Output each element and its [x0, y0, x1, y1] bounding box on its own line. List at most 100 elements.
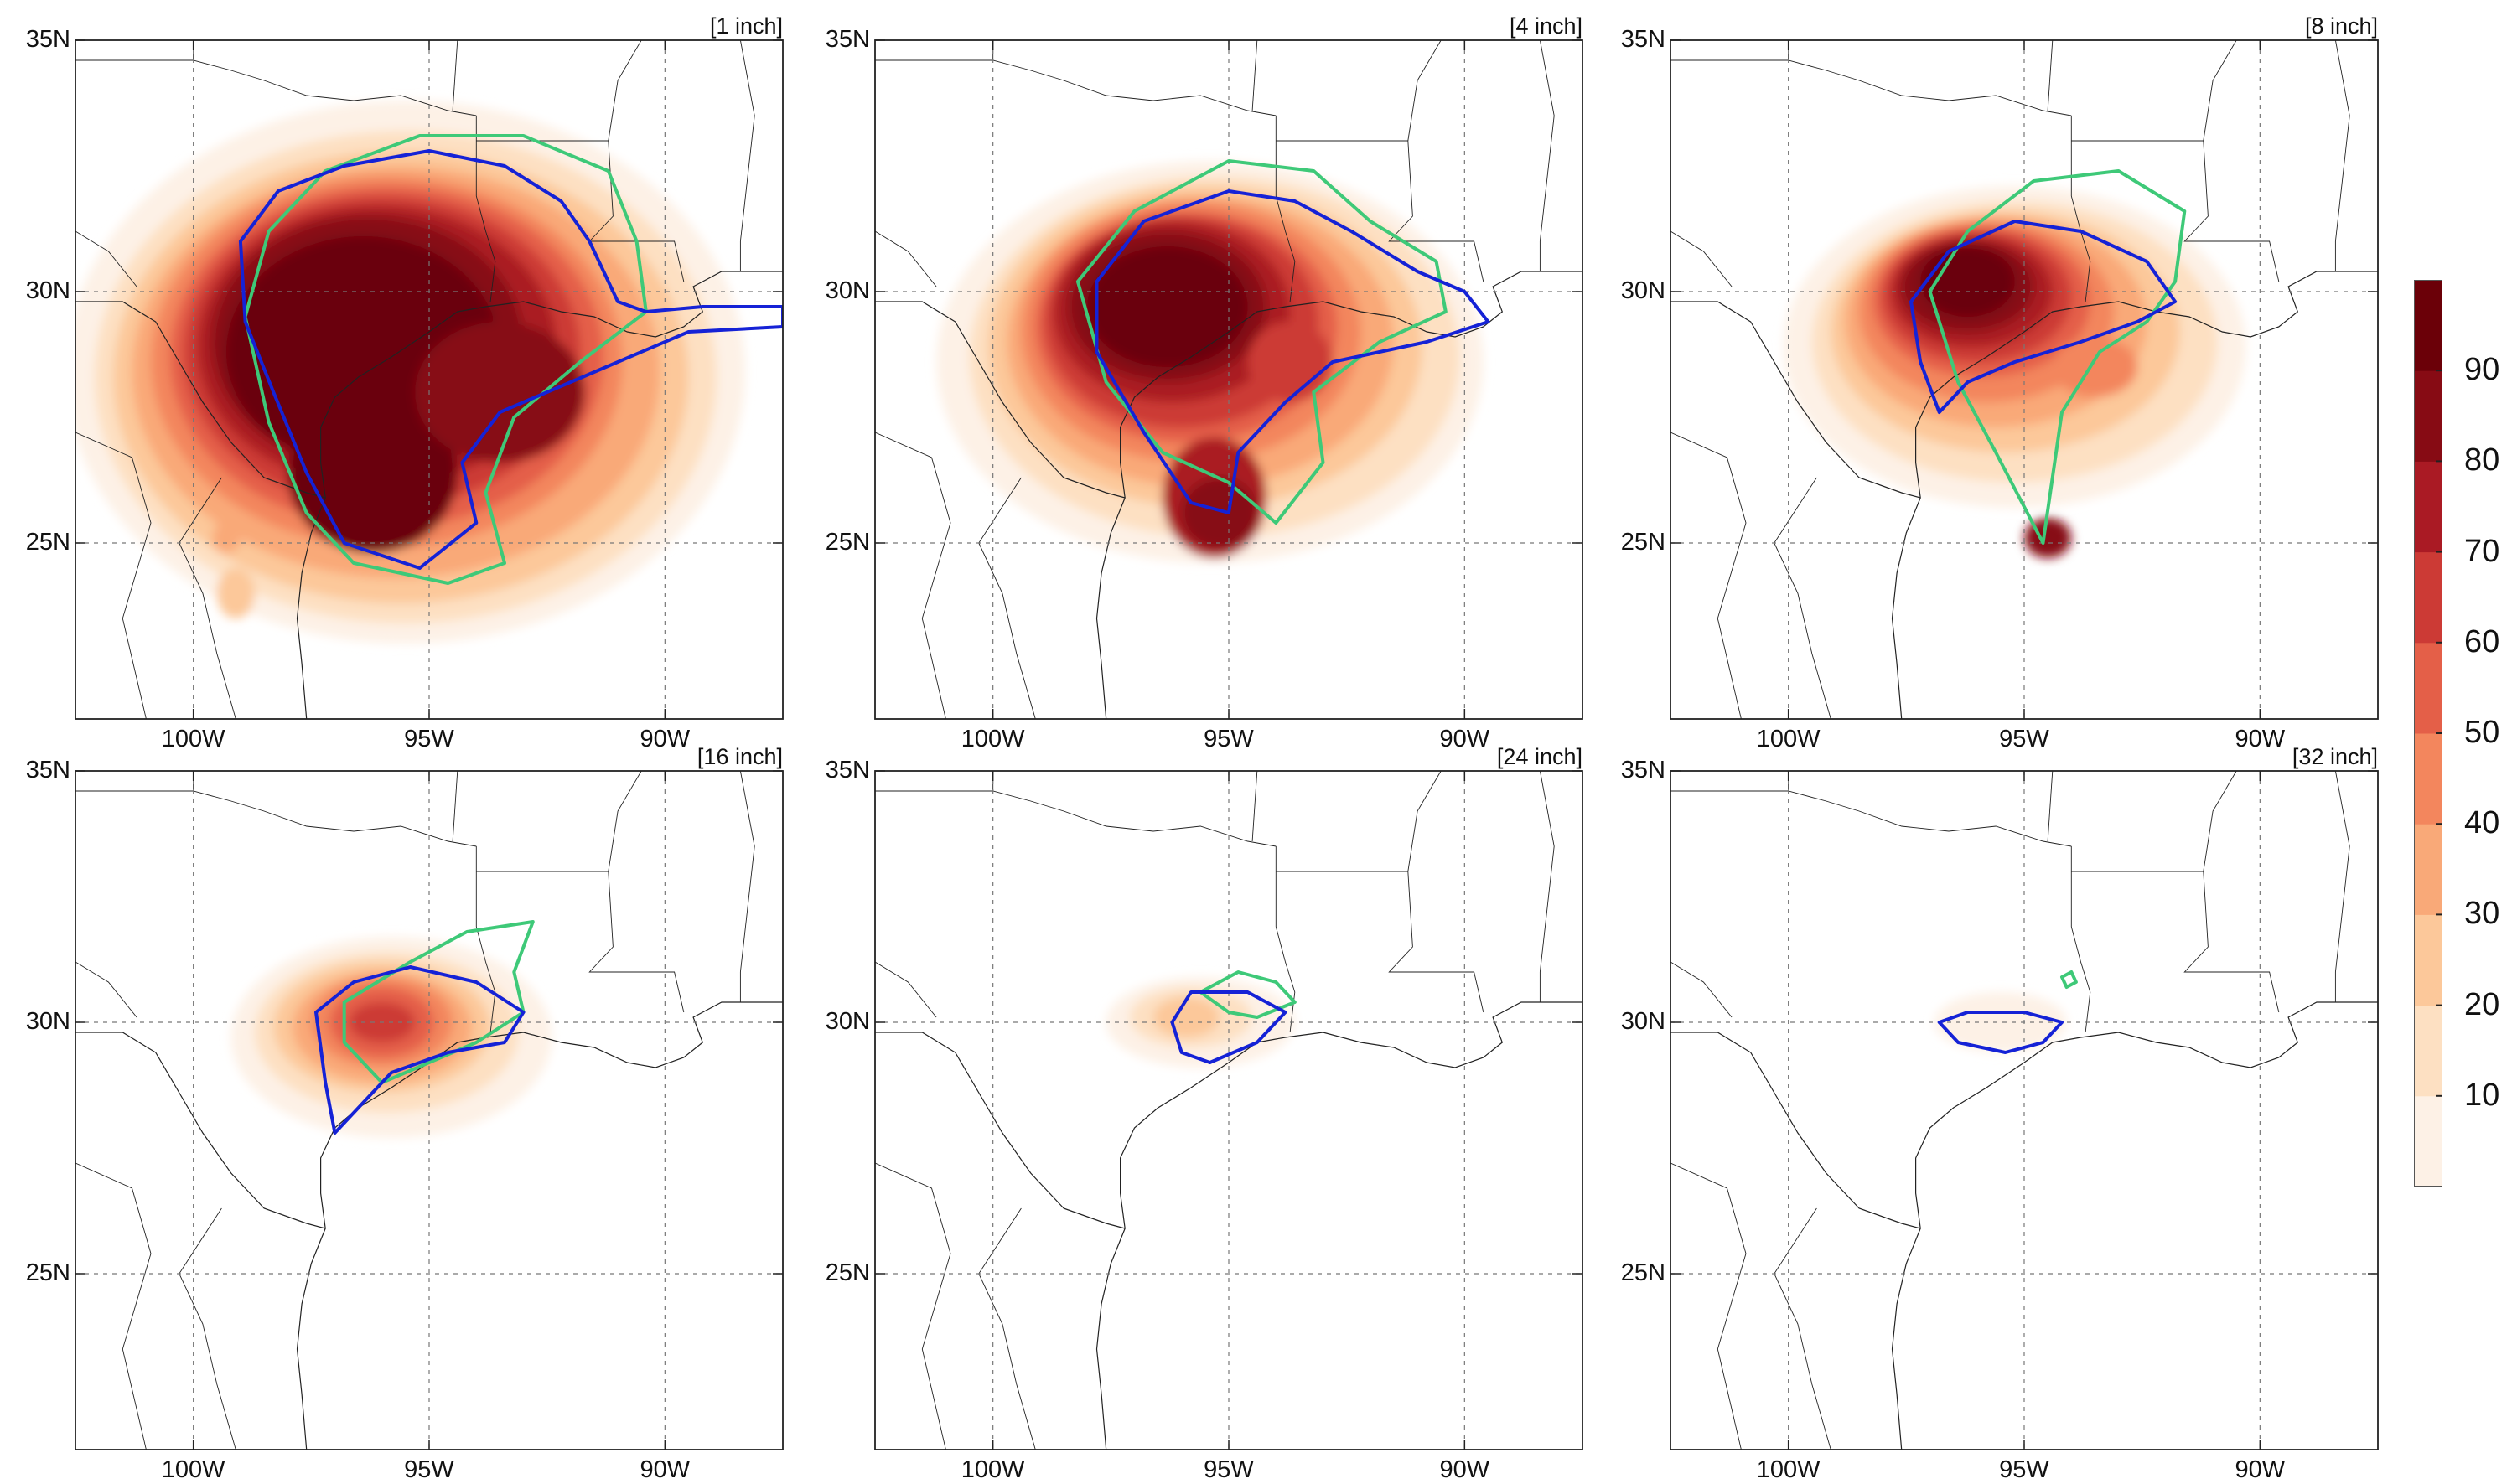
- border-line: [475, 116, 496, 302]
- border-line: [739, 40, 755, 271]
- border-line: [1670, 230, 1733, 287]
- border-line: [75, 1162, 152, 1450]
- border-line: [1407, 40, 1442, 142]
- map-plot-area: [1670, 39, 2379, 720]
- border-line: [875, 432, 951, 719]
- panel-title: [1 inch]: [709, 13, 783, 39]
- border-line: [1774, 477, 1831, 719]
- lat-tick-label: 25N: [825, 529, 870, 556]
- coastline: [1891, 1001, 2378, 1450]
- lat-tick-label: 25N: [25, 1259, 70, 1286]
- lat-tick-label: 25N: [825, 1259, 870, 1286]
- colorbar-segment: [2414, 370, 2442, 462]
- coastline: [1095, 271, 1582, 719]
- lat-tick-label: 25N: [25, 529, 70, 556]
- probability-blob: [212, 523, 241, 553]
- lat-tick-label: 30N: [825, 1008, 870, 1035]
- contours: [238, 134, 783, 585]
- map-plot-area: [874, 770, 1583, 1450]
- lat-tick-label: 25N: [1620, 1259, 1665, 1286]
- lon-tick-label: 95W: [404, 726, 454, 752]
- blue-contour: [238, 149, 783, 570]
- colorbar-tick-label: 10: [2464, 1077, 2500, 1113]
- border-line: [75, 1032, 326, 1229]
- border-line: [476, 140, 685, 282]
- lat-tick-label: 30N: [825, 277, 870, 304]
- panel-title: [8 inch]: [2304, 13, 2378, 39]
- border-line: [2203, 40, 2237, 142]
- coastline-borders: [875, 771, 1582, 1450]
- border-line: [2047, 771, 2054, 842]
- lon-tick-label: 100W: [961, 726, 1025, 752]
- lon-tick-label: 90W: [640, 1456, 691, 1483]
- contours: [1170, 970, 1297, 1064]
- map-plot-area: [75, 770, 784, 1450]
- probability-blob: [415, 322, 585, 463]
- border-line: [1670, 59, 2072, 116]
- lon-tick-label: 95W: [1204, 726, 1254, 752]
- axis-ticks: [875, 770, 1582, 1450]
- border-line: [739, 771, 755, 1002]
- coastline: [296, 1001, 783, 1450]
- coastline-borders: [1670, 40, 2378, 719]
- lat-tick-label: 35N: [825, 757, 870, 783]
- border-line: [1251, 771, 1258, 842]
- lat-tick-label: 25N: [1620, 529, 1665, 556]
- green-contour: [2060, 970, 2078, 989]
- border-line: [452, 40, 458, 111]
- border-line: [452, 771, 458, 842]
- map-plot-area: [874, 39, 1583, 720]
- lon-tick-label: 100W: [1756, 726, 1821, 752]
- coastline-borders: [875, 40, 1582, 719]
- border-line: [1276, 140, 1484, 282]
- gridlines: [875, 771, 1582, 1450]
- border-line: [2203, 771, 2237, 872]
- axis-ticks: [875, 39, 1582, 719]
- border-line: [1539, 40, 1555, 271]
- border-line: [179, 1207, 236, 1450]
- border-line: [1251, 40, 1258, 111]
- probability-blob: [1247, 322, 1333, 402]
- border-line: [1407, 771, 1442, 872]
- border-line: [608, 40, 642, 142]
- lon-tick-label: 100W: [161, 1456, 225, 1483]
- coastline: [1891, 271, 2378, 719]
- border-line: [1539, 771, 1555, 1002]
- border-line: [875, 301, 1126, 499]
- border-line: [875, 59, 1277, 116]
- gridlines: [875, 40, 1582, 719]
- blue-contour: [1909, 220, 2178, 414]
- border-line: [2071, 140, 2280, 282]
- border-line: [608, 771, 642, 872]
- probability-shading: [75, 101, 745, 644]
- panel-title: [32 inch]: [2292, 744, 2378, 769]
- border-line: [75, 961, 137, 1018]
- coastline-borders: [75, 40, 783, 719]
- border-line: [1774, 1207, 1831, 1450]
- map-panel: [1 inch] 35N 30N 25N 100W 95W 90W: [26, 13, 784, 752]
- gridlines: [1670, 771, 2378, 1450]
- colorbar-tick-label: 50: [2464, 715, 2500, 750]
- coastline: [1095, 1001, 1582, 1450]
- colorbar-tick-label: 30: [2464, 896, 2500, 932]
- border-line: [875, 230, 937, 287]
- axis-ticks: [75, 770, 783, 1450]
- blue-contour: [314, 965, 526, 1135]
- border-line: [1275, 116, 1296, 302]
- border-line: [1276, 871, 1484, 1013]
- border-line: [2334, 771, 2350, 1002]
- lon-tick-label: 90W: [2235, 726, 2286, 752]
- border-line: [1670, 432, 1747, 719]
- probability-blob: [1152, 997, 1220, 1037]
- colorbar-segment: [2414, 461, 2442, 553]
- border-line: [75, 790, 477, 847]
- lon-tick-label: 90W: [1439, 726, 1490, 752]
- green-contour: [1928, 169, 2187, 545]
- map-panel: [32 inch] 35N 30N 25N 100W 95W 90W: [1621, 744, 2379, 1483]
- lat-tick-label: 30N: [25, 277, 70, 304]
- probability-blob: [1087, 246, 1248, 367]
- colorbar-segment: [2414, 733, 2442, 825]
- blue-contour: [1937, 1011, 2064, 1054]
- lat-tick-label: 30N: [1620, 1008, 1665, 1035]
- colorbar-segment: [2414, 1095, 2442, 1187]
